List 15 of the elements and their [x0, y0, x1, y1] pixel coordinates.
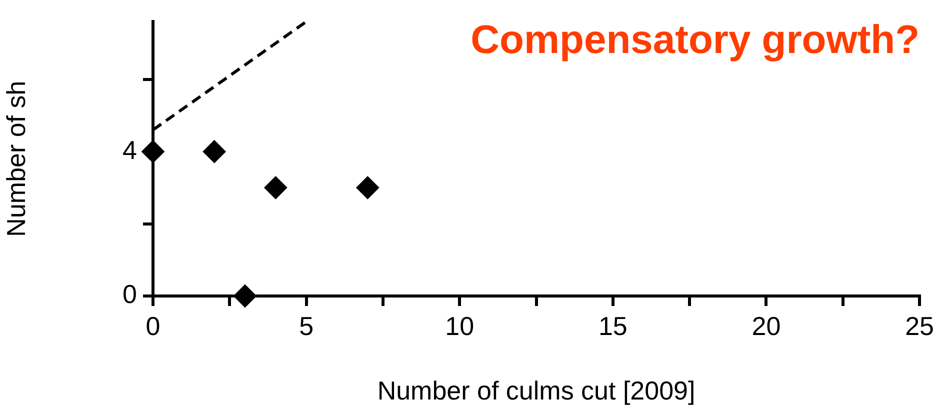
point [264, 176, 288, 200]
x-tick-label: 5 [299, 310, 314, 341]
y-axis-title: Number of sh [0, 80, 31, 237]
x-tick-label: 0 [146, 310, 160, 341]
x-tick-label: 20 [752, 310, 781, 341]
point [233, 284, 256, 308]
annotation: Compensatory growth? [470, 18, 920, 62]
point [202, 140, 226, 164]
x-tick-label: 10 [445, 310, 474, 341]
y-tick-label: 4 [122, 134, 137, 165]
x-tick-label: 25 [905, 310, 934, 341]
point [356, 176, 380, 200]
point [142, 140, 164, 164]
x-tick-label: 15 [598, 310, 628, 341]
x-axis-title: Number of culms cut [2009] [377, 376, 696, 406]
